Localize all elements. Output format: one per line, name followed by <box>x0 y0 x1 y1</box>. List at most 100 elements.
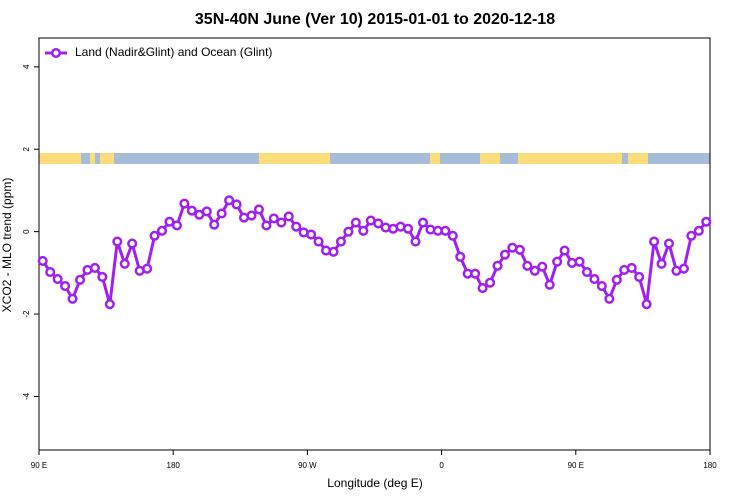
land <box>628 153 648 164</box>
point <box>306 229 317 240</box>
point <box>634 271 645 283</box>
point <box>470 268 481 279</box>
x-tick-label: 90 W <box>298 461 317 470</box>
point <box>626 262 637 273</box>
point <box>596 280 607 292</box>
x-tick-label: 90 E <box>31 461 47 470</box>
point <box>268 213 279 224</box>
point <box>179 198 190 209</box>
point <box>350 217 361 228</box>
point <box>373 218 384 229</box>
point <box>52 273 63 285</box>
point <box>119 258 130 269</box>
point <box>410 236 421 247</box>
x-axis-label: Longitude (deg E) <box>327 476 422 490</box>
plot-frame <box>38 37 711 451</box>
point <box>552 256 563 267</box>
point <box>686 230 697 241</box>
point <box>142 263 153 274</box>
point <box>335 236 347 247</box>
legend-label: Land (Nadir&Glint) and Ocean (Glint) <box>75 45 272 59</box>
point <box>544 279 555 290</box>
point <box>74 274 86 285</box>
y-tick-label: -4 <box>22 392 31 400</box>
point <box>216 208 227 219</box>
point <box>663 238 675 249</box>
point <box>164 216 175 227</box>
point <box>403 223 414 234</box>
point <box>60 280 71 292</box>
land <box>100 153 114 164</box>
land-ocean-strip <box>39 153 710 164</box>
point <box>186 205 197 216</box>
chart-title: 35N-40N June (Ver 10) 2015-01-01 to 2020… <box>195 11 555 28</box>
point <box>156 225 168 236</box>
y-axis-label: XCO2 - MLO trend (ppm) <box>0 178 14 313</box>
point <box>246 210 257 221</box>
legend-marker <box>50 47 62 59</box>
y-tick-label: 2 <box>22 146 31 151</box>
point <box>209 219 220 230</box>
x-tick-label: 90 E <box>568 461 584 470</box>
point <box>678 263 689 274</box>
point <box>149 230 160 241</box>
land <box>430 153 440 164</box>
land <box>90 153 95 164</box>
point <box>104 299 115 310</box>
point <box>514 244 525 255</box>
land <box>259 153 330 164</box>
point <box>537 261 548 272</box>
y-tick-label: -2 <box>22 310 31 318</box>
series-line <box>41 198 708 305</box>
point <box>313 236 324 247</box>
point <box>485 277 496 288</box>
point <box>701 216 712 227</box>
point <box>37 255 48 266</box>
y-tick-label: 4 <box>22 64 31 69</box>
land <box>480 153 500 164</box>
point <box>112 236 123 247</box>
point <box>127 238 138 249</box>
point <box>649 236 660 247</box>
x-tick-label: 0 <box>439 461 444 470</box>
point <box>499 249 511 260</box>
point <box>455 251 466 262</box>
point <box>574 256 585 267</box>
point <box>291 221 302 232</box>
point <box>581 266 593 278</box>
point <box>89 262 100 273</box>
point <box>522 260 533 271</box>
point <box>693 225 704 236</box>
point <box>231 199 242 210</box>
point <box>97 271 108 283</box>
point <box>641 299 652 310</box>
y-tick-label: 0 <box>22 229 31 234</box>
x-tick-label: 180 <box>703 461 717 470</box>
point <box>492 260 503 271</box>
point <box>171 220 182 231</box>
point <box>529 265 540 276</box>
point <box>417 217 429 228</box>
point <box>224 195 235 206</box>
x-tick-label: 180 <box>167 461 181 470</box>
point <box>253 204 264 215</box>
point <box>477 283 488 294</box>
point <box>589 273 600 285</box>
point <box>604 293 615 304</box>
point <box>611 274 622 285</box>
point <box>261 220 272 231</box>
point <box>343 226 354 237</box>
point <box>283 211 294 222</box>
point <box>656 258 667 269</box>
point <box>328 246 339 257</box>
land <box>518 153 622 164</box>
point <box>559 245 570 256</box>
point <box>358 225 369 236</box>
point <box>201 206 212 217</box>
point <box>447 230 458 241</box>
point <box>440 225 451 236</box>
land <box>39 153 81 164</box>
point <box>276 217 287 228</box>
